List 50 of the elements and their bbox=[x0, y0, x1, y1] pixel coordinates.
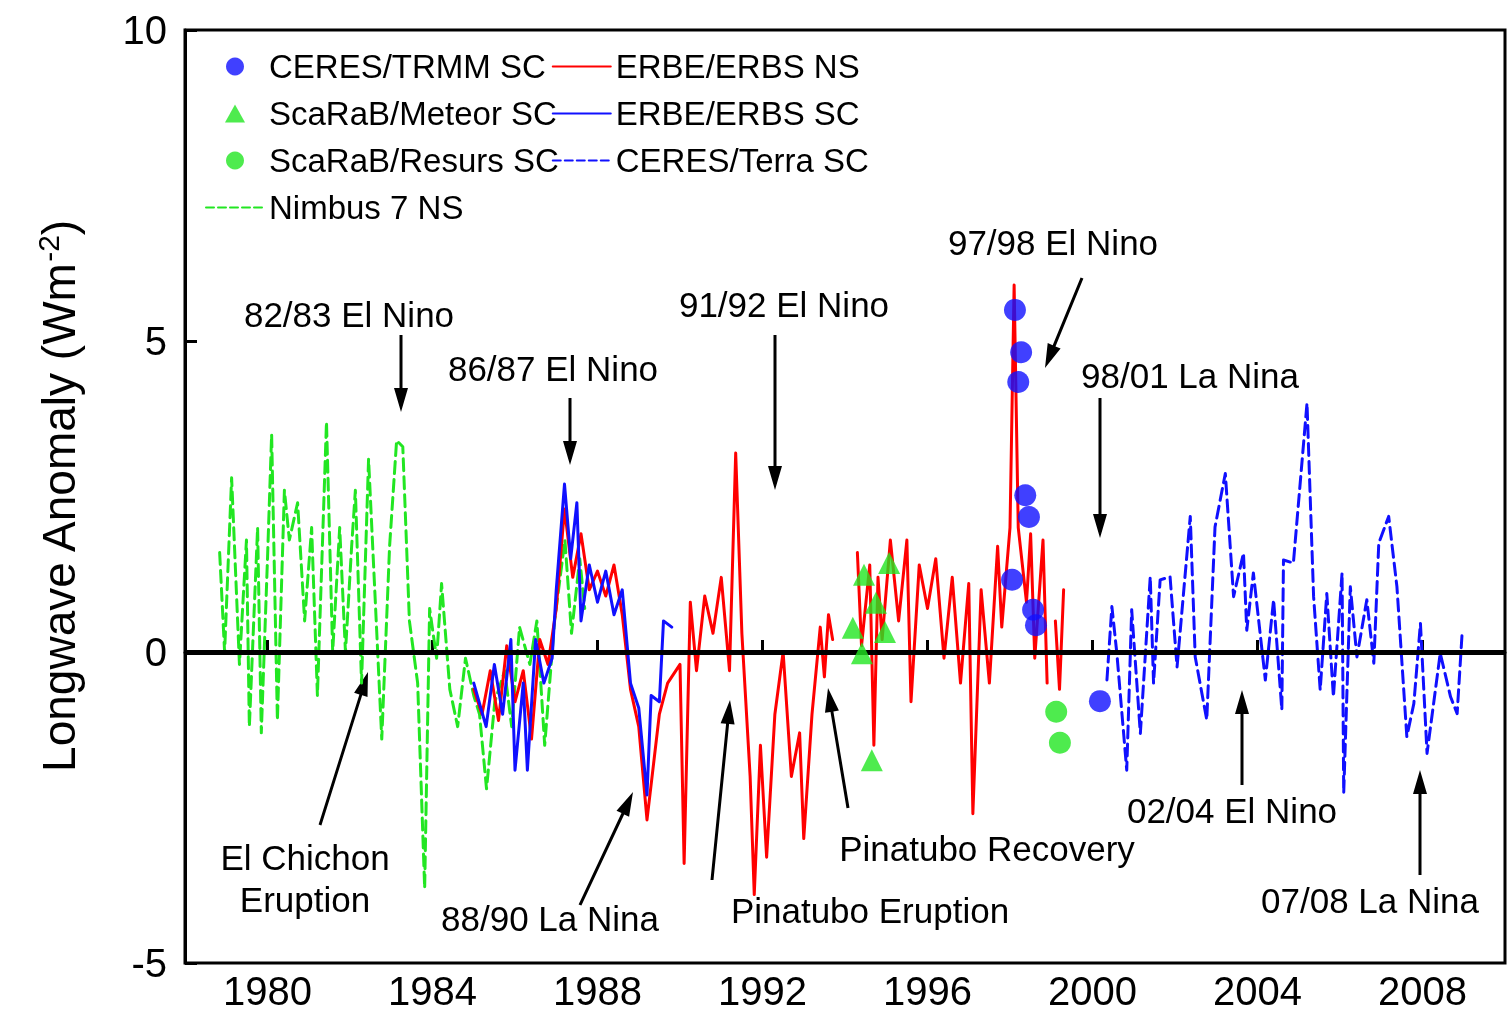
point bbox=[1025, 614, 1047, 637]
line-series bbox=[472, 482, 674, 797]
x-tick-label: 2004 bbox=[1213, 969, 1302, 1013]
annotation: Pinatubo Recovery bbox=[839, 828, 1136, 868]
point bbox=[860, 749, 883, 772]
annotation: 07/08 La Nina bbox=[1261, 880, 1480, 920]
line-series bbox=[1105, 401, 1464, 795]
annotation: Pinatubo Eruption bbox=[730, 890, 1010, 930]
annotation: 02/04 El Nino bbox=[1126, 790, 1338, 830]
y-tick-label: -5 bbox=[131, 941, 167, 985]
point bbox=[850, 642, 873, 665]
legend-label: ERBE/ERBS SC bbox=[615, 95, 860, 132]
x-tick-label: 1984 bbox=[388, 969, 477, 1013]
annotation: 82/83 El Nino bbox=[243, 294, 455, 334]
x-tick-label: 1992 bbox=[718, 969, 807, 1013]
y-tick-label: 10 bbox=[122, 8, 167, 52]
y-tick-label: 0 bbox=[144, 630, 167, 674]
legend-label: CERES/TRMM SC bbox=[269, 48, 546, 85]
legend-label: Nimbus 7 NS bbox=[269, 189, 464, 226]
point bbox=[1001, 568, 1024, 591]
legend-label: ERBE/ERBS NS bbox=[615, 48, 860, 85]
x-tick-label: 1980 bbox=[223, 969, 312, 1013]
annotation: 88/90 La Nina bbox=[441, 898, 660, 938]
annotation: 91/92 El Nino bbox=[678, 284, 890, 324]
point bbox=[878, 552, 901, 575]
point bbox=[1010, 341, 1033, 364]
annotation: 86/87 El Nino bbox=[447, 348, 659, 388]
legend-label: ScaRaB/Meteor SC bbox=[269, 95, 557, 132]
x-tick-label: 2000 bbox=[1048, 969, 1137, 1013]
point bbox=[1048, 731, 1071, 754]
point bbox=[1018, 506, 1040, 529]
annotation: 97/98 El Nino bbox=[947, 222, 1159, 262]
legend-label: CERES/Terra SC bbox=[615, 142, 869, 179]
point bbox=[1088, 690, 1111, 713]
point bbox=[874, 621, 897, 644]
point bbox=[864, 591, 887, 614]
point bbox=[1014, 484, 1037, 507]
point bbox=[1007, 371, 1030, 394]
x-tick-label: 2008 bbox=[1378, 969, 1467, 1013]
x-tick-label: 1996 bbox=[883, 969, 972, 1013]
annotation: 98/01 La Nina bbox=[1081, 355, 1300, 395]
x-tick-label: 1988 bbox=[553, 969, 642, 1013]
legend-label: ScaRaB/Resurs SC bbox=[269, 142, 559, 179]
y-axis-title: Longwave Anomaly (Wm-2) bbox=[31, 219, 85, 772]
annotation: El Chichon Eruption bbox=[220, 837, 390, 919]
point bbox=[1003, 298, 1026, 321]
point bbox=[1045, 700, 1068, 723]
point bbox=[841, 616, 864, 639]
y-tick-label: 5 bbox=[144, 319, 167, 363]
point bbox=[852, 563, 875, 586]
